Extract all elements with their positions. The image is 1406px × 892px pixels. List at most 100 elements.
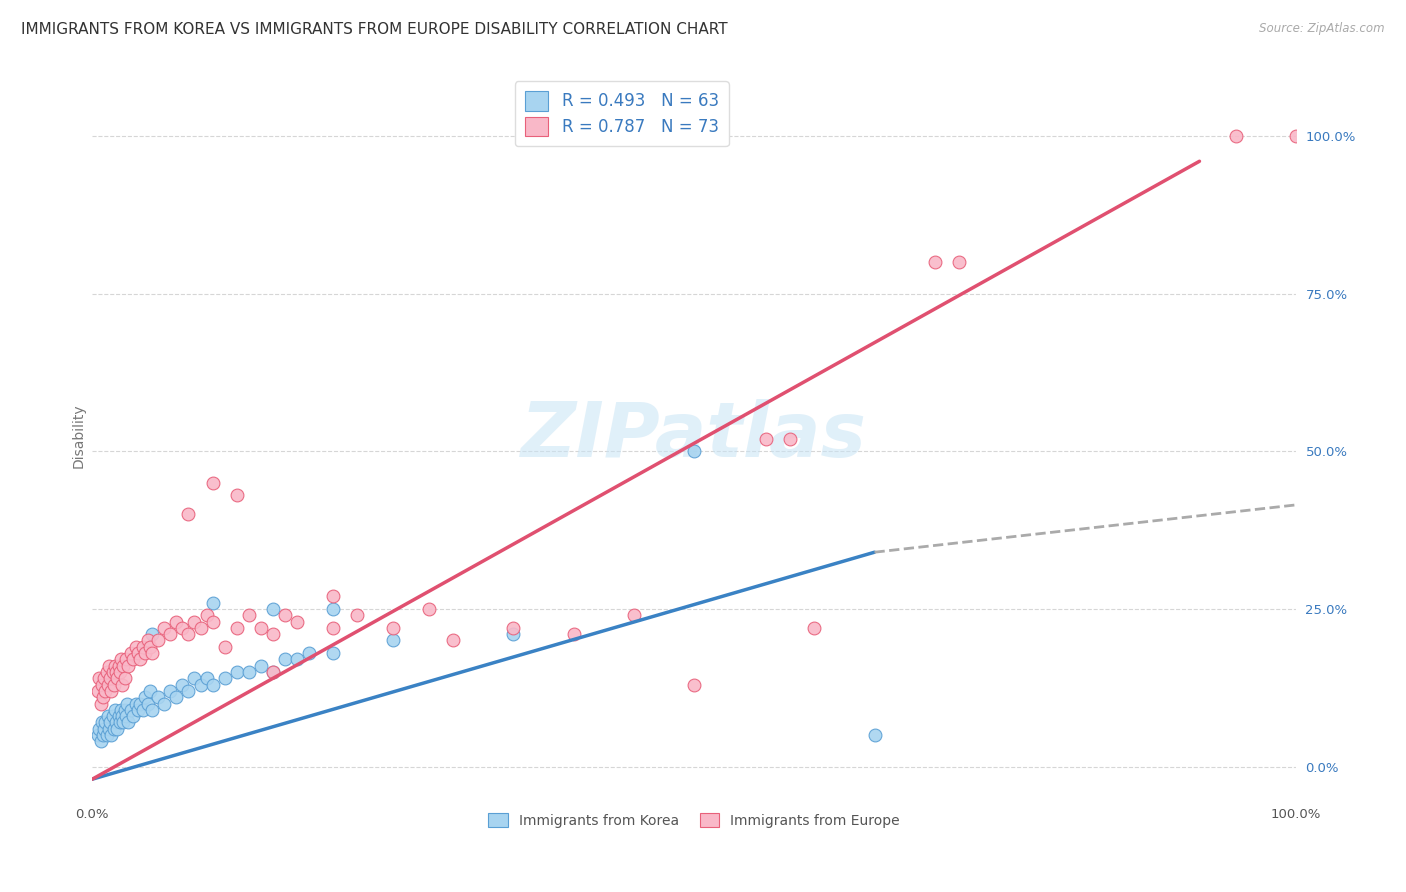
Point xyxy=(100,728,122,742)
Point xyxy=(107,671,129,685)
Point xyxy=(274,608,297,623)
Point xyxy=(148,690,170,705)
Point xyxy=(96,665,118,679)
Point xyxy=(238,665,260,679)
Point xyxy=(111,709,134,723)
Point xyxy=(129,652,152,666)
Point xyxy=(94,715,117,730)
Point xyxy=(249,658,271,673)
Point xyxy=(103,678,125,692)
Point xyxy=(87,728,110,742)
Point xyxy=(104,658,127,673)
Point xyxy=(101,665,124,679)
Point xyxy=(115,697,138,711)
Point xyxy=(101,709,124,723)
Point xyxy=(93,671,115,685)
Point xyxy=(98,715,121,730)
Point xyxy=(90,678,112,692)
Point xyxy=(285,615,308,629)
Point xyxy=(98,671,121,685)
Point xyxy=(89,671,111,685)
Point xyxy=(98,722,121,736)
Point xyxy=(136,633,159,648)
Point xyxy=(148,633,170,648)
Point xyxy=(90,715,112,730)
Point xyxy=(105,715,128,730)
Point xyxy=(183,671,205,685)
Point xyxy=(159,627,181,641)
Point xyxy=(104,703,127,717)
Point xyxy=(107,709,129,723)
Point xyxy=(924,255,946,269)
Point xyxy=(159,684,181,698)
Point xyxy=(1225,129,1247,144)
Point xyxy=(117,658,139,673)
Point xyxy=(225,488,247,502)
Point xyxy=(183,615,205,629)
Point xyxy=(803,621,825,635)
Point xyxy=(108,715,131,730)
Point xyxy=(562,627,585,641)
Point xyxy=(100,684,122,698)
Point xyxy=(262,602,284,616)
Point xyxy=(225,621,247,635)
Legend: Immigrants from Korea, Immigrants from Europe: Immigrants from Korea, Immigrants from E… xyxy=(481,806,907,835)
Point xyxy=(441,633,464,648)
Point xyxy=(755,432,778,446)
Point xyxy=(214,640,236,654)
Point xyxy=(114,703,136,717)
Point xyxy=(177,508,200,522)
Point xyxy=(120,703,142,717)
Point xyxy=(382,633,405,648)
Point xyxy=(201,678,224,692)
Point xyxy=(262,665,284,679)
Point xyxy=(94,684,117,698)
Point xyxy=(111,678,134,692)
Text: Source: ZipAtlas.com: Source: ZipAtlas.com xyxy=(1260,22,1385,36)
Point xyxy=(114,671,136,685)
Point xyxy=(141,646,163,660)
Point xyxy=(97,709,120,723)
Point xyxy=(683,444,706,458)
Point xyxy=(141,627,163,641)
Point xyxy=(153,697,176,711)
Point xyxy=(127,646,149,660)
Point xyxy=(136,697,159,711)
Point xyxy=(112,658,135,673)
Point xyxy=(139,640,162,654)
Point xyxy=(90,734,112,748)
Point xyxy=(948,255,970,269)
Text: IMMIGRANTS FROM KOREA VS IMMIGRANTS FROM EUROPE DISABILITY CORRELATION CHART: IMMIGRANTS FROM KOREA VS IMMIGRANTS FROM… xyxy=(21,22,728,37)
Point xyxy=(122,652,145,666)
Point xyxy=(274,652,297,666)
Point xyxy=(153,621,176,635)
Point xyxy=(201,615,224,629)
Point xyxy=(201,475,224,490)
Point xyxy=(195,671,218,685)
Point xyxy=(346,608,368,623)
Point xyxy=(91,690,114,705)
Point xyxy=(238,608,260,623)
Y-axis label: Disability: Disability xyxy=(72,403,86,468)
Point xyxy=(115,709,138,723)
Point xyxy=(96,728,118,742)
Point xyxy=(177,627,200,641)
Point xyxy=(623,608,645,623)
Point xyxy=(87,684,110,698)
Point xyxy=(91,728,114,742)
Point xyxy=(165,690,187,705)
Point xyxy=(120,646,142,660)
Point xyxy=(110,652,132,666)
Point xyxy=(110,703,132,717)
Point xyxy=(322,646,344,660)
Point xyxy=(262,665,284,679)
Point xyxy=(124,640,146,654)
Point xyxy=(105,665,128,679)
Point xyxy=(177,684,200,698)
Point xyxy=(122,709,145,723)
Point xyxy=(134,690,156,705)
Point xyxy=(132,640,155,654)
Point xyxy=(262,627,284,641)
Point xyxy=(322,590,344,604)
Point xyxy=(112,715,135,730)
